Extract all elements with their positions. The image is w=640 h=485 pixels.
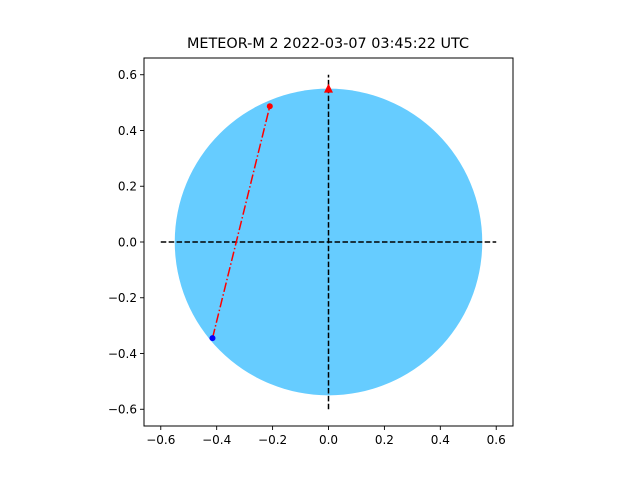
y-tick-label: −0.2 — [108, 291, 137, 305]
track-end-point — [266, 103, 273, 110]
x-tick-label: −0.4 — [202, 433, 231, 447]
x-tick-label: 0.2 — [375, 433, 394, 447]
x-tick-label: 0.4 — [431, 433, 450, 447]
x-tick-label: 0.6 — [487, 433, 506, 447]
y-tick-label: 0.4 — [118, 124, 137, 138]
plot-contents — [160, 74, 497, 410]
satellite-track-line — [211, 106, 271, 339]
north-marker-triangle — [324, 83, 333, 93]
y-tick-label: 0.6 — [118, 68, 137, 82]
x-tick-label: −0.2 — [258, 433, 287, 447]
y-tick-label: −0.4 — [108, 347, 137, 361]
x-tick-label: 0.0 — [319, 433, 338, 447]
track-start-point — [209, 335, 216, 342]
y-tick-label: 0.0 — [118, 235, 137, 249]
plot-area — [160, 74, 497, 410]
y-tick-label: −0.6 — [108, 403, 137, 417]
chart-title: METEOR-M 2 2022-03-07 03:45:22 UTC — [187, 36, 469, 52]
y-tick-label: 0.2 — [118, 180, 137, 194]
x-tick-label: −0.6 — [146, 433, 175, 447]
axes: −0.6 −0.4 −0.2 0.0 0.2 0.4 0.6 −0.6 −0.4 −0.2 0.0 0… — [108, 57, 514, 447]
